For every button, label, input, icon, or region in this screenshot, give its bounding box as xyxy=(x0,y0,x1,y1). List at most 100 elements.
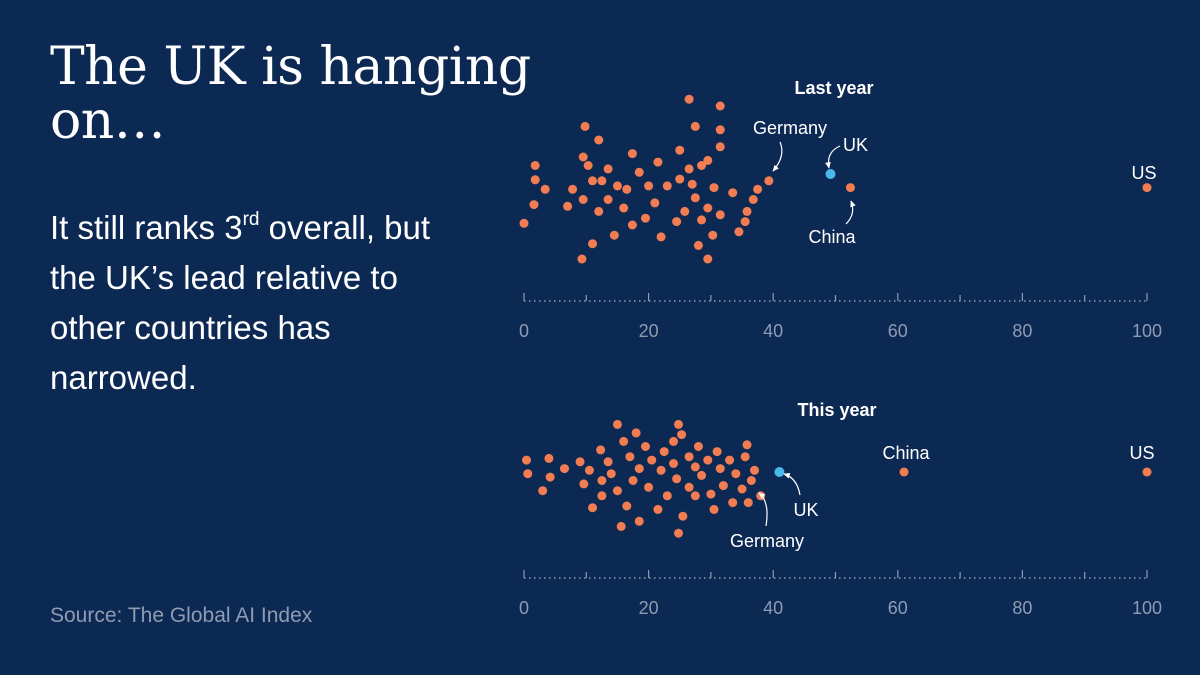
country-dot xyxy=(656,232,666,242)
country-dot xyxy=(656,465,666,475)
tick-label-80: 80 xyxy=(1012,598,1032,618)
country-dot xyxy=(644,181,654,191)
country-dot xyxy=(728,498,738,508)
country-dot xyxy=(684,482,694,492)
country-dot xyxy=(625,452,635,462)
country-dot xyxy=(690,193,700,203)
country-dot xyxy=(580,121,590,131)
country-dot xyxy=(742,440,752,450)
country-dot xyxy=(674,528,684,538)
country-dot xyxy=(519,218,529,228)
country-dot xyxy=(578,152,588,162)
country-dot xyxy=(678,511,688,521)
country-dot xyxy=(706,489,716,499)
tick-label-100: 100 xyxy=(1132,321,1162,341)
tick-label-40: 40 xyxy=(763,598,783,618)
country-dot xyxy=(742,206,752,216)
country-dot xyxy=(529,200,539,210)
country-dot xyxy=(653,157,663,167)
country-dot xyxy=(715,125,725,135)
country-dot xyxy=(693,240,703,250)
country-dot xyxy=(612,486,622,496)
country-dot xyxy=(703,254,713,264)
country-dot xyxy=(669,459,679,468)
country-dot xyxy=(575,457,585,467)
country-dot xyxy=(597,476,607,485)
dots-this-year xyxy=(521,419,1152,538)
country-dot xyxy=(731,469,741,479)
country-dot xyxy=(647,455,657,465)
country-dot xyxy=(521,455,531,465)
country-dot xyxy=(627,149,637,159)
tick-label-100: 100 xyxy=(1132,598,1162,618)
country-dot xyxy=(577,254,587,264)
dots-last-year xyxy=(519,94,1152,264)
country-dot xyxy=(662,181,672,191)
country-dot xyxy=(523,469,533,479)
country-dot xyxy=(690,462,700,472)
country-dot xyxy=(616,521,626,531)
country-dot xyxy=(640,442,650,451)
country-dot xyxy=(584,465,594,475)
country-dot xyxy=(718,481,728,491)
country-dot xyxy=(703,155,713,165)
country-dot xyxy=(603,195,613,204)
country-dot xyxy=(612,181,622,191)
country-dot xyxy=(675,174,685,184)
country-dot xyxy=(740,452,750,462)
country-dot xyxy=(709,183,719,193)
country-dot xyxy=(612,419,622,429)
country-dot xyxy=(588,176,598,186)
country-dot xyxy=(697,161,707,170)
dot-uk xyxy=(825,169,836,179)
tick-label-0: 0 xyxy=(519,598,529,618)
subtitle-text-start: It still ranks 3 xyxy=(50,209,243,246)
country-dot xyxy=(559,464,569,474)
country-dot xyxy=(530,161,540,170)
country-dot xyxy=(697,215,707,225)
country-dot xyxy=(672,217,682,227)
country-dot xyxy=(603,457,613,467)
country-dot xyxy=(644,482,654,492)
label-germany-this-year: Germany xyxy=(730,531,804,551)
label-uk-this-year: UK xyxy=(793,500,818,520)
tick-label-60: 60 xyxy=(888,598,908,618)
country-dot xyxy=(750,465,760,475)
country-dot xyxy=(728,188,738,198)
tick-label-0: 0 xyxy=(519,321,529,341)
country-dot xyxy=(715,142,725,152)
country-dot xyxy=(609,230,619,240)
country-dot xyxy=(640,213,650,223)
country-dot xyxy=(690,121,700,131)
label-us-this-year: US xyxy=(1129,443,1154,463)
country-dot xyxy=(753,184,763,194)
headline-title: The UK is hanging on… xyxy=(50,37,531,151)
country-dot xyxy=(693,442,703,451)
country-dot xyxy=(703,455,713,465)
dot-germany xyxy=(764,176,774,186)
dot-china xyxy=(899,467,909,477)
country-dot xyxy=(530,175,540,185)
tick-label-20: 20 xyxy=(639,598,659,618)
tick-label-60: 60 xyxy=(888,321,908,341)
country-dot xyxy=(579,479,589,489)
country-dot xyxy=(544,453,554,463)
country-dot xyxy=(677,430,687,440)
country-dot xyxy=(563,201,573,211)
country-dot xyxy=(545,472,555,482)
country-dot xyxy=(568,184,578,194)
country-dot xyxy=(715,464,725,474)
label-germany-last-year: Germany xyxy=(753,118,827,138)
arrow-uk-this-year xyxy=(783,472,801,496)
country-dot xyxy=(634,464,644,474)
country-dot xyxy=(588,503,598,513)
country-dot xyxy=(659,447,669,457)
dot-us xyxy=(1142,467,1152,477)
headline-subtitle: It still ranks 3rd overall, but the UK’s… xyxy=(50,203,450,403)
country-dot xyxy=(622,501,632,511)
country-dot xyxy=(715,101,725,111)
country-dot xyxy=(690,491,700,501)
country-dot xyxy=(540,184,550,194)
label-china-last-year: China xyxy=(808,227,856,247)
